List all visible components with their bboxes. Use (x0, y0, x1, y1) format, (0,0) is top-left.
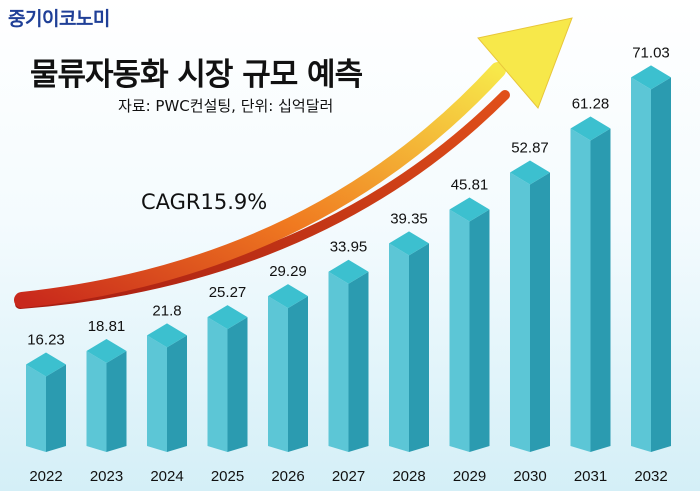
bar-top-face (449, 197, 490, 222)
x-tick-label: 2032 (634, 468, 667, 485)
x-tick-label: 2031 (574, 468, 607, 485)
bar-front-face (268, 296, 288, 452)
bar-front-face (147, 335, 167, 452)
bar-value-label: 61.28 (572, 95, 610, 112)
bar-side-face (348, 271, 369, 452)
bar-value-label: 33.95 (330, 239, 368, 256)
bar-front-face (449, 209, 470, 452)
bar-top-face (328, 259, 369, 284)
x-tick-label: 2028 (392, 468, 425, 485)
bar-value-label: 18.81 (88, 318, 126, 335)
bar-2026: 29.29 2026 (268, 263, 308, 485)
bar-value-label: 39.35 (390, 210, 428, 227)
bar-side-face (46, 364, 66, 452)
brand-logo: 중기이코노미 (8, 8, 110, 30)
x-tick-label: 2027 (332, 468, 365, 485)
bar-top-face (389, 231, 429, 256)
bar-2023: 18.81 2023 (86, 318, 127, 485)
bar-side-face (590, 128, 611, 452)
bar-top-face (147, 323, 187, 348)
bar-2029: 45.81 2029 (449, 177, 490, 485)
bar-front-face (631, 77, 651, 452)
bar-value-label: 45.81 (451, 177, 489, 194)
bar-2030: 52.87 2030 (510, 140, 550, 485)
bar-front-face (26, 364, 46, 452)
bar-2022: 16.23 2022 (26, 332, 66, 485)
bar-front-face (389, 243, 409, 452)
x-tick-label: 2029 (453, 468, 486, 485)
bar-2032: 71.03 2032 (631, 44, 671, 485)
bar-value-label: 71.03 (632, 44, 670, 61)
bar-value-label: 25.27 (209, 284, 247, 301)
x-tick-label: 2025 (211, 468, 244, 485)
bar-value-label: 16.23 (27, 332, 65, 349)
bar-top-face (631, 65, 671, 90)
bar-top-face (510, 160, 550, 185)
bar-side-face (106, 351, 127, 452)
bar-side-face (530, 172, 550, 452)
bar-top-face (26, 352, 66, 377)
bar-front-face (86, 351, 107, 452)
bar-side-face (409, 243, 429, 452)
bar-2024: 21.8 2024 (147, 302, 187, 485)
bar-side-face (167, 335, 187, 452)
bar-value-label: 29.29 (269, 263, 307, 280)
x-tick-label: 2026 (271, 468, 304, 485)
bar-top-face (86, 339, 127, 364)
x-tick-label: 2024 (150, 468, 183, 485)
chart-subtitle: 자료: PWC컨설팅, 단위: 십억달러 (118, 97, 334, 115)
growth-arrow (14, 17, 573, 309)
x-tick-label: 2022 (29, 468, 62, 485)
bar-front-face (510, 172, 530, 452)
bar-side-face (469, 209, 490, 452)
bar-2025: 25.27 2025 (207, 284, 248, 485)
bar-side-face (227, 317, 248, 452)
bar-front-face (570, 128, 591, 452)
bar-top-face (207, 305, 248, 330)
bar-side-face (651, 77, 671, 452)
x-tick-label: 2023 (90, 468, 123, 485)
bar-2027: 33.95 2027 (328, 239, 369, 485)
x-tick-label: 2030 (513, 468, 546, 485)
bar-top-face (570, 116, 611, 141)
bar-2028: 39.35 2028 (389, 210, 429, 485)
bar-2031: 61.28 2031 (570, 95, 611, 485)
bar-value-label: 21.8 (152, 302, 181, 319)
bar-top-face (268, 284, 308, 309)
chart-title: 물류자동화 시장 규모 예측 (30, 57, 363, 93)
cagr-label: CAGR15.9% (141, 190, 268, 214)
bar-front-face (328, 271, 349, 452)
bar-side-face (288, 296, 308, 452)
bar-value-label: 52.87 (511, 140, 549, 157)
bar-front-face (207, 317, 228, 452)
